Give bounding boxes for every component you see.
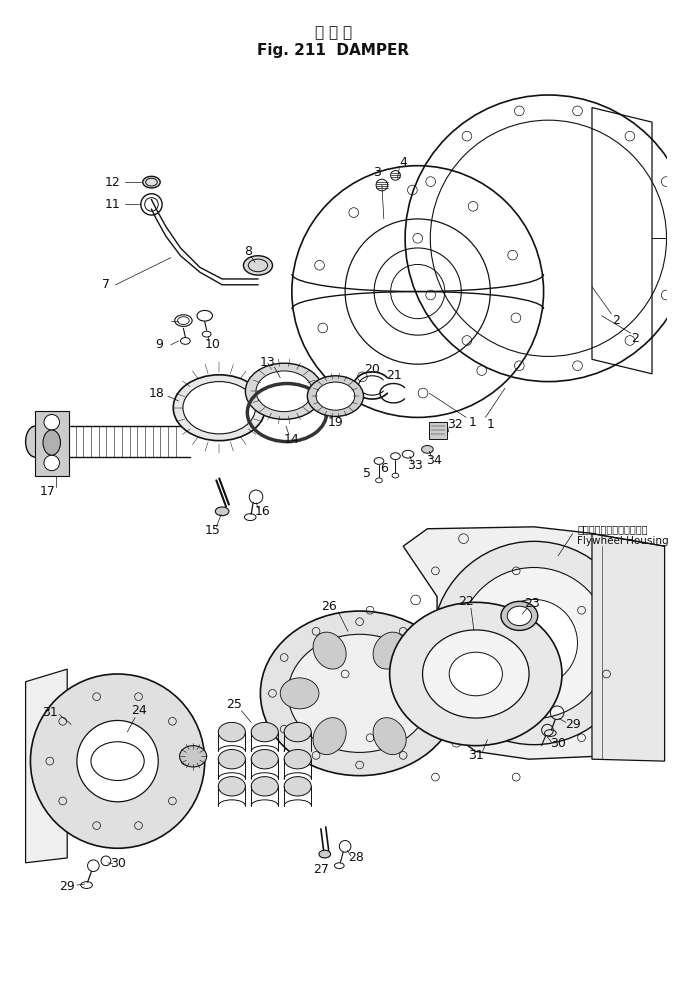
Ellipse shape (173, 375, 265, 441)
Text: 6: 6 (380, 463, 387, 475)
Ellipse shape (218, 723, 245, 741)
Circle shape (491, 599, 578, 686)
Text: 12: 12 (105, 176, 121, 189)
Text: 30: 30 (110, 857, 126, 870)
Ellipse shape (284, 723, 311, 741)
Polygon shape (403, 526, 640, 759)
Ellipse shape (284, 777, 311, 796)
Text: Fig. 211  DAMPER: Fig. 211 DAMPER (258, 43, 409, 58)
Text: フライホイールハウジング: フライホイールハウジング (578, 523, 648, 534)
Text: 19: 19 (328, 415, 344, 429)
Text: 26: 26 (321, 600, 337, 613)
Circle shape (44, 414, 60, 430)
Text: 32: 32 (447, 417, 462, 431)
Text: 2: 2 (612, 314, 620, 327)
Text: 22: 22 (458, 595, 474, 608)
Ellipse shape (256, 371, 312, 411)
Ellipse shape (390, 602, 562, 745)
Ellipse shape (507, 606, 532, 626)
Text: 2: 2 (631, 332, 640, 345)
Ellipse shape (422, 446, 433, 454)
Circle shape (77, 721, 158, 801)
Ellipse shape (401, 678, 439, 709)
Ellipse shape (183, 382, 256, 434)
Text: 16: 16 (255, 505, 271, 518)
Circle shape (432, 541, 635, 744)
Text: 21: 21 (385, 369, 401, 382)
Text: 18: 18 (148, 387, 164, 400)
Text: 9: 9 (155, 339, 163, 352)
Ellipse shape (313, 632, 346, 669)
Ellipse shape (218, 777, 245, 796)
Text: 30: 30 (550, 737, 566, 750)
Ellipse shape (251, 777, 278, 796)
Ellipse shape (43, 430, 60, 456)
Ellipse shape (179, 745, 207, 767)
Text: 13: 13 (260, 355, 275, 368)
Text: 15: 15 (205, 524, 221, 537)
Text: 27: 27 (313, 863, 329, 876)
Text: 28: 28 (348, 851, 363, 864)
Text: 24: 24 (131, 704, 147, 717)
Text: 14: 14 (284, 433, 300, 446)
Ellipse shape (218, 749, 245, 769)
Text: 34: 34 (427, 455, 442, 467)
Text: 1: 1 (469, 415, 477, 429)
Ellipse shape (373, 632, 406, 669)
Ellipse shape (373, 718, 406, 754)
Text: 31: 31 (468, 749, 484, 762)
Ellipse shape (215, 507, 229, 516)
Ellipse shape (449, 652, 502, 696)
Ellipse shape (313, 718, 346, 754)
Ellipse shape (243, 255, 273, 275)
Ellipse shape (288, 634, 431, 752)
Text: 20: 20 (364, 362, 380, 375)
Text: 3: 3 (373, 166, 381, 179)
Text: 29: 29 (59, 881, 75, 894)
Text: 25: 25 (226, 698, 242, 712)
Text: ダ ン パ: ダ ン パ (315, 26, 352, 40)
Circle shape (458, 568, 609, 719)
Polygon shape (429, 422, 447, 439)
Text: 1: 1 (486, 417, 494, 431)
Text: Flywheel Housing: Flywheel Housing (578, 536, 669, 546)
Ellipse shape (284, 749, 311, 769)
Polygon shape (35, 410, 69, 475)
Text: 11: 11 (105, 198, 121, 211)
Ellipse shape (501, 601, 538, 630)
Ellipse shape (280, 678, 319, 709)
Polygon shape (592, 533, 664, 761)
Circle shape (44, 456, 60, 470)
Text: 5: 5 (363, 467, 372, 480)
Text: 31: 31 (42, 706, 58, 719)
Text: 7: 7 (102, 278, 110, 292)
Text: 17: 17 (40, 485, 56, 499)
Ellipse shape (251, 749, 278, 769)
Circle shape (30, 674, 205, 848)
Ellipse shape (307, 376, 363, 416)
Ellipse shape (25, 426, 45, 457)
Ellipse shape (319, 850, 330, 858)
Text: 29: 29 (565, 718, 581, 731)
Polygon shape (25, 669, 67, 863)
Text: 33: 33 (407, 460, 423, 472)
Text: 8: 8 (245, 246, 252, 258)
Ellipse shape (260, 611, 459, 776)
Text: 23: 23 (524, 597, 540, 610)
Text: 10: 10 (205, 339, 221, 352)
Ellipse shape (423, 629, 529, 718)
Ellipse shape (251, 723, 278, 741)
Text: 4: 4 (399, 156, 407, 169)
Ellipse shape (245, 363, 323, 419)
Ellipse shape (143, 177, 160, 188)
Ellipse shape (316, 382, 354, 410)
